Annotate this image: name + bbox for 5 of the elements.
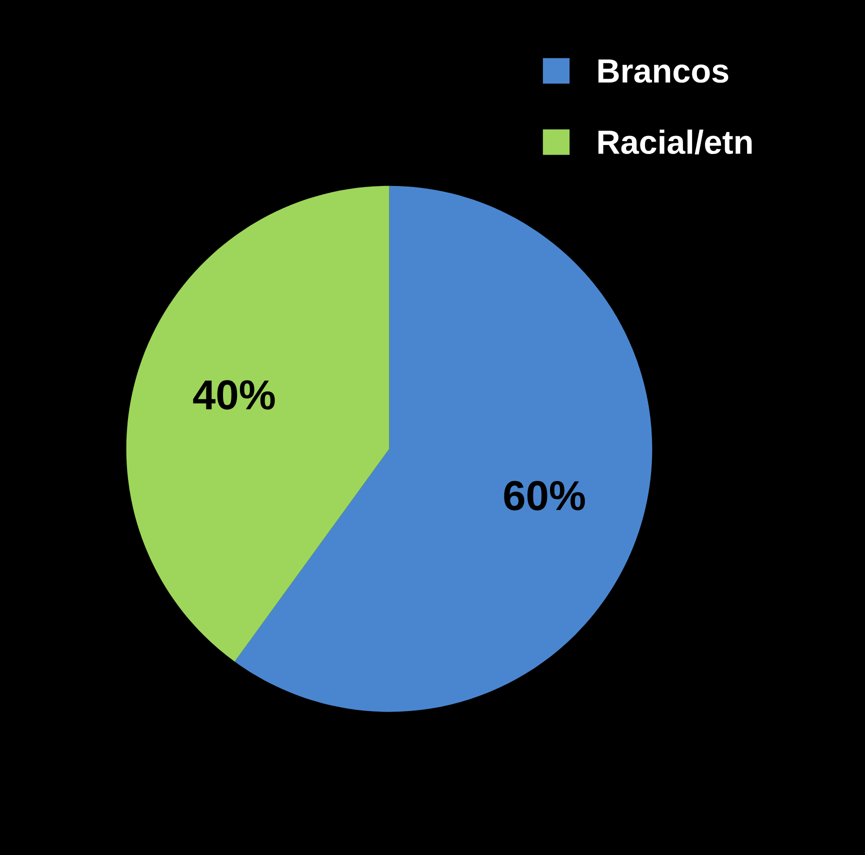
data-label: 60% — [504, 480, 585, 510]
legend-label: Brancos — [598, 60, 728, 83]
data-label: 40% — [193, 380, 275, 410]
pie-slice — [126, 186, 390, 662]
legend-label: Racial/etn — [598, 130, 752, 154]
